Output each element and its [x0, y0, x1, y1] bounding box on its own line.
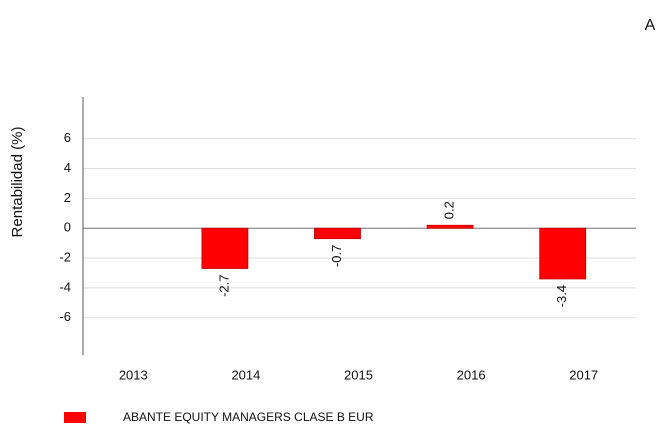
- data-label: 0.2: [442, 201, 457, 219]
- legend-swatch: [64, 412, 86, 423]
- data-label: -3.4: [554, 285, 569, 307]
- y-tick-label: -2: [59, 250, 71, 265]
- y-axis-label: Rentabilidad (%): [9, 127, 26, 238]
- y-tick-label: -4: [59, 279, 71, 294]
- y-tick-label: 6: [64, 130, 71, 145]
- x-tick-label: 2015: [344, 367, 373, 382]
- y-tick-label: -6: [59, 309, 71, 324]
- legend-label: ABANTE EQUITY MANAGERS CLASE B EUR: [123, 410, 374, 424]
- bar: [201, 227, 249, 269]
- x-tick-label: 2016: [457, 367, 486, 382]
- data-label: -2.7: [216, 275, 231, 297]
- bar: [426, 224, 474, 229]
- bar: [539, 227, 587, 280]
- y-tick-label: 0: [64, 220, 71, 235]
- corner-label: A: [645, 17, 656, 34]
- data-label: -0.7: [329, 245, 344, 267]
- x-tick-label: 2013: [119, 367, 148, 382]
- x-tick-label: 2017: [569, 367, 598, 382]
- y-tick-label: 2: [64, 190, 71, 205]
- y-tick-label: 4: [64, 160, 71, 175]
- bar: [314, 227, 361, 240]
- x-tick-label: 2014: [231, 367, 260, 382]
